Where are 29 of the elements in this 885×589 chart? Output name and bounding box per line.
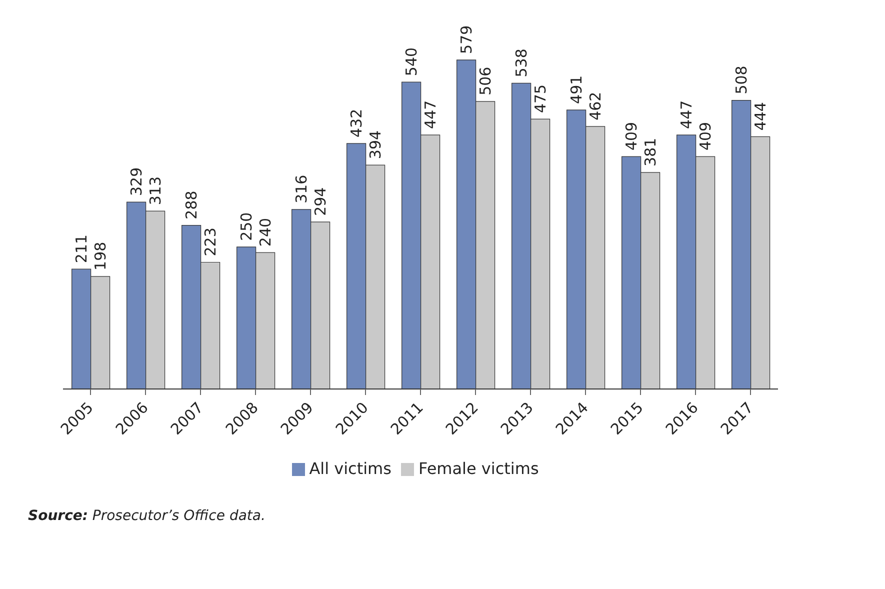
- data-label: 540: [402, 47, 420, 76]
- data-label: 447: [677, 100, 696, 129]
- data-label: 316: [292, 174, 310, 204]
- data-label: 475: [531, 84, 550, 114]
- source-note: Source: Prosecutor’s Office data.: [28, 508, 266, 524]
- data-label: 409: [622, 122, 640, 151]
- data-label: 538: [512, 48, 530, 78]
- legend-label: All victims: [309, 459, 392, 478]
- data-label: 506: [476, 66, 494, 96]
- data-label: 409: [696, 122, 714, 151]
- data-label: 462: [586, 92, 604, 120]
- data-label: 491: [567, 75, 586, 104]
- data-label: 444: [751, 102, 770, 131]
- data-label: 394: [366, 130, 384, 160]
- data-label: 447: [421, 100, 440, 129]
- data-label: 329: [127, 167, 146, 196]
- data-label: 223: [201, 228, 220, 256]
- legend-label: Female victims: [418, 459, 539, 478]
- data-label: 240: [256, 218, 274, 247]
- data-label: 579: [457, 25, 476, 54]
- data-label: 211: [72, 234, 90, 264]
- data-label: 250: [237, 212, 256, 241]
- data-label: 294: [311, 187, 330, 216]
- data-label: 313: [146, 176, 164, 206]
- data-label: 508: [732, 66, 750, 94]
- data-label: 288: [182, 190, 200, 220]
- data-label: 432: [347, 108, 366, 138]
- data-label: 198: [91, 242, 110, 270]
- data-label: 381: [641, 138, 660, 166]
